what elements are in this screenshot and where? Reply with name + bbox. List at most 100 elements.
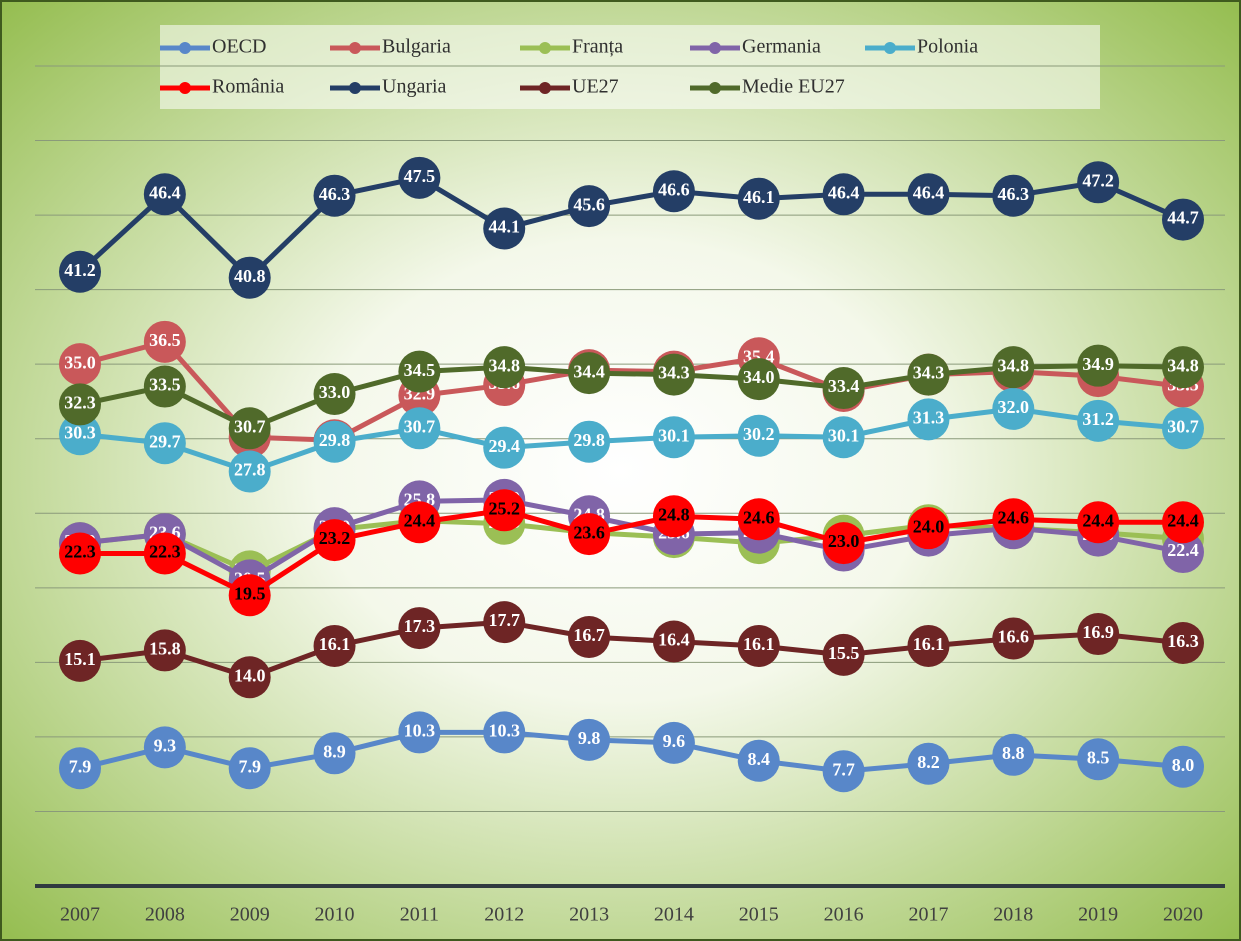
data-label: 16.1 <box>743 634 775 654</box>
data-label: 17.3 <box>404 616 436 636</box>
data-label: 34.8 <box>1167 355 1199 375</box>
marker <box>737 177 780 220</box>
data-label: 10.3 <box>488 721 520 741</box>
x-tick-label: 2013 <box>569 904 609 926</box>
marker <box>907 173 950 216</box>
data-label: 44.7 <box>1167 208 1199 228</box>
data-label: 7.7 <box>832 759 855 779</box>
legend-marker <box>179 42 191 54</box>
marker <box>568 718 611 761</box>
x-tick-label: 2020 <box>1163 904 1203 926</box>
x-tick-label: 2007 <box>60 904 100 926</box>
data-label: 46.3 <box>998 184 1030 204</box>
data-label: 7.9 <box>238 756 261 776</box>
legend-marker <box>349 42 361 54</box>
data-label: 16.7 <box>573 625 605 645</box>
marker <box>822 173 865 216</box>
data-label: 24.6 <box>743 507 775 527</box>
marker <box>652 416 695 459</box>
data-label: 8.8 <box>1002 743 1025 763</box>
x-tick-label: 2009 <box>230 904 270 926</box>
marker <box>1162 531 1204 574</box>
legend-marker <box>179 82 191 94</box>
marker <box>143 726 186 769</box>
x-tick-label: 2014 <box>654 904 694 926</box>
marker <box>143 320 186 363</box>
legend-marker <box>539 82 551 94</box>
data-label: 24.6 <box>998 507 1030 527</box>
data-label: 16.1 <box>913 634 945 654</box>
marker <box>652 620 695 663</box>
data-label: 34.5 <box>404 360 436 380</box>
marker <box>1162 198 1204 241</box>
marker <box>228 574 271 617</box>
data-label: 16.9 <box>1082 622 1114 642</box>
data-label: 40.8 <box>234 266 266 286</box>
marker <box>398 407 441 450</box>
marker <box>907 398 950 441</box>
x-tick-label: 2015 <box>739 904 779 926</box>
data-label: 22.3 <box>149 542 181 562</box>
data-label: 36.5 <box>149 330 181 350</box>
data-label: 27.8 <box>234 460 266 480</box>
series: 32.3 33.5 30.7 33.0 34.5 34.8 34.4 34.3 34.0 33.4… <box>59 344 1204 450</box>
marker <box>398 607 441 650</box>
marker <box>992 174 1035 217</box>
data-label: 29.4 <box>488 436 520 456</box>
marker <box>737 414 780 457</box>
data-label: 33.4 <box>828 376 860 396</box>
data-label: 19.5 <box>234 583 266 603</box>
marker <box>483 601 526 644</box>
legend-label: Bulgaria <box>382 36 451 58</box>
data-label: 33.5 <box>149 375 181 395</box>
data-label: 45.6 <box>573 194 605 214</box>
data-label: 15.1 <box>64 649 96 669</box>
marker <box>483 426 526 469</box>
data-label: 10.3 <box>404 721 436 741</box>
data-label: 9.8 <box>578 728 601 748</box>
data-label: 23.0 <box>828 531 860 551</box>
data-label: 14.0 <box>234 665 266 685</box>
marker <box>1077 501 1120 544</box>
marker <box>568 616 611 659</box>
marker <box>1162 407 1204 450</box>
data-label: 8.9 <box>323 741 346 761</box>
data-label: 31.3 <box>913 407 945 427</box>
data-label: 30.1 <box>828 425 860 445</box>
marker <box>1077 344 1120 387</box>
data-label: 34.3 <box>913 363 945 383</box>
marker <box>1162 346 1204 389</box>
legend-box <box>160 25 1100 109</box>
marker <box>483 489 526 532</box>
legend-label: România <box>212 76 284 98</box>
data-label: 46.4 <box>149 182 181 202</box>
marker <box>313 174 356 217</box>
marker <box>568 420 611 463</box>
marker <box>143 532 186 575</box>
marker <box>1162 745 1204 788</box>
marker <box>652 721 695 764</box>
marker <box>822 633 865 676</box>
data-label: 8.4 <box>748 749 771 769</box>
data-label: 46.4 <box>828 182 860 202</box>
marker <box>59 747 101 790</box>
legend-marker <box>539 42 551 54</box>
data-label: 24.4 <box>1082 510 1114 530</box>
data-label: 34.0 <box>743 367 775 387</box>
data-label: 33.0 <box>319 382 351 402</box>
marker <box>1077 161 1120 204</box>
data-label: 8.5 <box>1087 747 1110 767</box>
x-tick-label: 2008 <box>145 904 185 926</box>
marker <box>59 250 101 293</box>
x-tick-label: 2017 <box>908 904 948 926</box>
marker <box>398 156 441 199</box>
marker <box>143 173 186 216</box>
data-label: 35.0 <box>64 352 96 372</box>
data-label: 30.7 <box>1167 416 1199 436</box>
marker <box>568 185 611 228</box>
marker <box>907 507 950 550</box>
marker <box>737 624 780 667</box>
legend-marker <box>349 82 361 94</box>
marker <box>907 742 950 785</box>
data-label: 46.4 <box>913 182 945 202</box>
